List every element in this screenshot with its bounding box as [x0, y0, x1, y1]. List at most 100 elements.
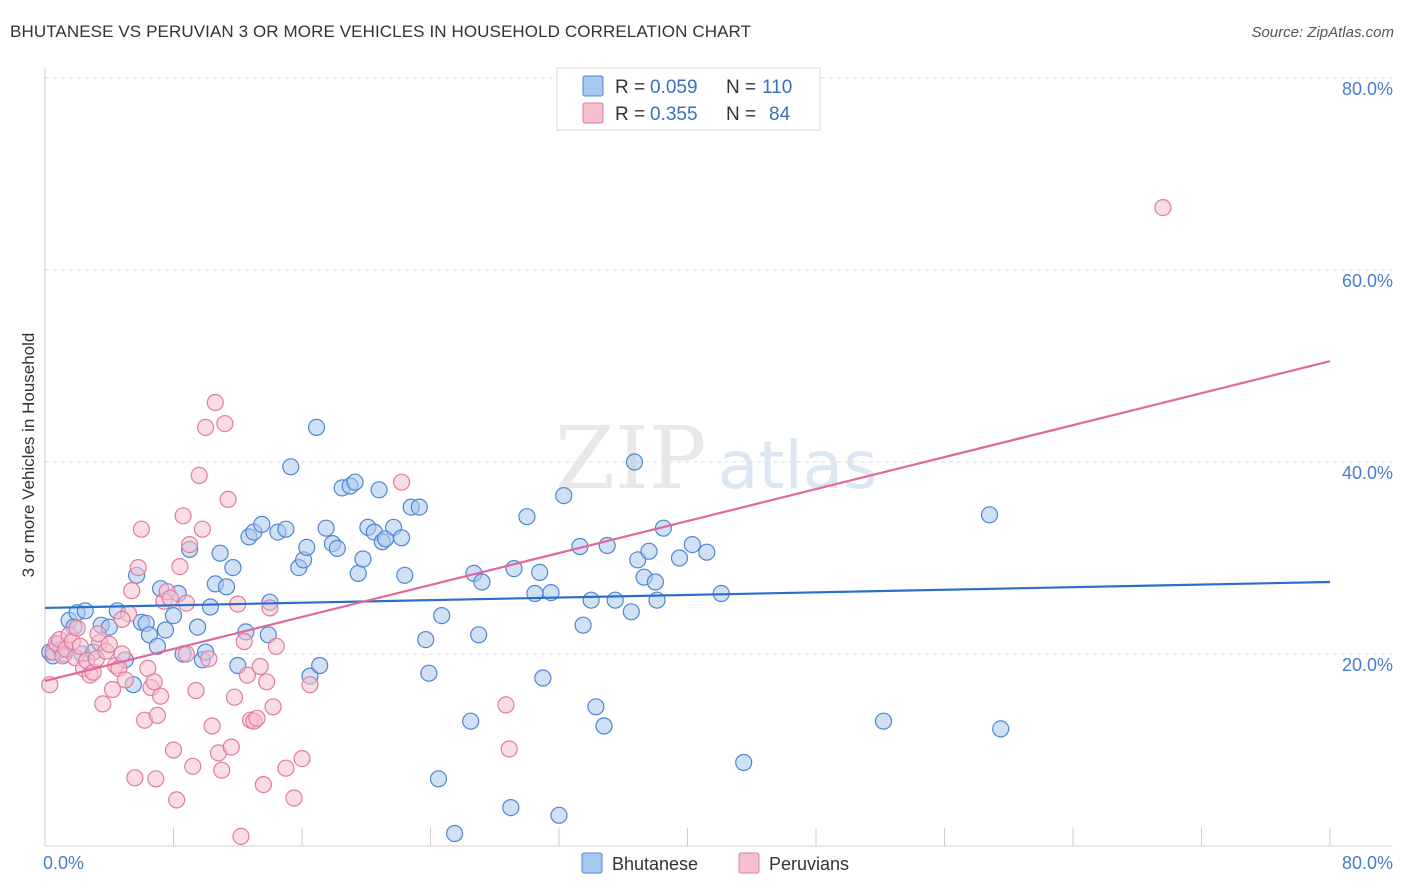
x-tick-label-1: 80.0% — [1342, 853, 1393, 873]
peruvian-point-66 — [251, 657, 269, 676]
peruvian-point-56 — [219, 490, 237, 508]
x-tick-label-0: 0.0% — [43, 853, 84, 873]
bhutanese-point-66 — [396, 566, 414, 584]
bottom-legend-label-bhutanese: Bhutanese — [612, 854, 698, 874]
bhutanese-point-98 — [640, 542, 658, 560]
peruvian-point-10 — [71, 637, 89, 655]
legend-n-label-1: N = — [726, 104, 756, 125]
bhutanese-point-86 — [555, 487, 573, 505]
peruvian-point-78 — [500, 740, 518, 758]
peruvian-point-58 — [225, 688, 244, 706]
y-tick-label-3: 80.0% — [1342, 79, 1393, 99]
legend-r-value-0: 0.059 — [650, 77, 698, 98]
peruvian-point-20 — [103, 680, 122, 699]
chart-title: BHUTANESE VS PERUVIAN 3 OR MORE VEHICLES… — [10, 22, 752, 41]
peruvian-point-77 — [497, 696, 515, 714]
source-label: Source: ZipAtlas.com — [1251, 24, 1394, 41]
bhutanese-point-23 — [164, 606, 183, 625]
peruvian-point-28 — [129, 558, 147, 577]
bhutanese-point-39 — [253, 515, 271, 534]
peruvian-point-35 — [152, 687, 170, 705]
peruvian-point-60 — [232, 827, 250, 846]
bhutanese-point-88 — [574, 616, 592, 634]
bottom-legend-swatch-bhutanese — [581, 852, 603, 874]
legend-n-value-1: 84 — [769, 104, 791, 125]
peruvian-point-65 — [248, 709, 266, 727]
peruvian-point-44 — [181, 535, 199, 554]
peruvian-point-75 — [301, 676, 319, 694]
bottom-legend-swatch-peruvians — [738, 852, 760, 874]
trend-lines — [44, 360, 1331, 682]
legend-n-value-0: 110 — [762, 77, 792, 98]
bhutanese-point-107 — [874, 712, 893, 730]
peruvian-point-42 — [174, 507, 192, 525]
peruvian-point-52 — [206, 393, 224, 412]
tick-labels: 20.0% 40.0% 60.0% 80.0% 0.0% 80.0% — [43, 79, 1393, 873]
bhutanese-point-104 — [698, 543, 716, 561]
bhutanese-point-65 — [393, 529, 411, 547]
bottom-legend-label-peruvians: Peruvians — [769, 854, 849, 874]
bhutanese-point-73 — [446, 824, 464, 843]
peruvian-trend-line — [44, 360, 1331, 682]
bhutanese-point-56 — [346, 473, 364, 491]
bhutanese-point-9 — [76, 602, 94, 620]
peruvian-point-46 — [187, 681, 205, 700]
bhutanese-point-51 — [317, 519, 335, 537]
bhutanese-point-70 — [420, 664, 438, 682]
bhutanese-point-53 — [328, 539, 346, 558]
bhutanese-point-89 — [582, 591, 600, 609]
bhutanese-point-76 — [470, 626, 488, 644]
y-tick-label-2: 60.0% — [1342, 271, 1393, 291]
bhutanese-point-94 — [622, 603, 640, 621]
peruvian-point-73 — [285, 789, 303, 807]
peruvian-point-83 — [1154, 199, 1172, 217]
peruvian-point-45 — [184, 757, 202, 775]
peruvian-point-54 — [213, 761, 231, 779]
legend-r-value-1: 0.355 — [650, 104, 698, 125]
y-axis-label: 3 or more Vehicles in Household — [19, 333, 38, 578]
legend-n-label-0: N = — [726, 77, 756, 98]
bhutanese-point-82 — [531, 563, 549, 582]
bhutanese-point-49 — [307, 418, 326, 436]
peruvian-point-76 — [393, 473, 411, 491]
watermark: ZIP atlas — [555, 409, 878, 509]
peruvian-point-74 — [293, 749, 311, 768]
peruvian-point-9 — [68, 619, 86, 637]
peruvian-point-80 — [147, 770, 165, 788]
peruvian-point-68 — [258, 673, 276, 691]
peruvian-point-27 — [126, 769, 144, 787]
peruvian-point-81 — [113, 610, 131, 629]
peruvian-point-19 — [100, 635, 118, 654]
bhutanese-point-71 — [429, 770, 448, 788]
peruvian-point-82 — [89, 625, 107, 643]
peruvian-point-43 — [177, 594, 195, 612]
correlation-legend: R = 0.059 N = 110 R = 0.355 N = 84 — [556, 67, 821, 131]
bhutanese-point-91 — [595, 717, 613, 735]
peruvian-point-17 — [94, 695, 112, 713]
bhutanese-point-96 — [629, 551, 647, 569]
peruvian-point-70 — [264, 698, 282, 716]
bhutanese-point-57 — [349, 564, 367, 583]
peruvian-points — [41, 199, 1172, 846]
bhutanese-point-44 — [282, 458, 300, 476]
peruvian-point-47 — [190, 466, 208, 484]
peruvian-point-67 — [254, 775, 272, 794]
legend-swatch-peruvians — [582, 102, 604, 124]
bhutanese-point-72 — [433, 606, 451, 625]
bhutanese-point-27 — [189, 618, 207, 636]
peruvian-point-72 — [277, 759, 295, 777]
bhutanese-point-74 — [462, 712, 480, 730]
bhutanese-point-77 — [473, 573, 491, 591]
bhutanese-point-69 — [417, 630, 435, 649]
peruvian-point-38 — [161, 589, 179, 607]
bhutanese-point-78 — [502, 798, 520, 817]
peruvian-point-50 — [200, 650, 218, 668]
y-tick-label-0: 20.0% — [1342, 655, 1393, 675]
peruvian-point-48 — [193, 520, 211, 538]
bhutanese-point-109 — [992, 720, 1010, 738]
bhutanese-point-58 — [354, 550, 372, 568]
legend-r-label-1: R = — [615, 104, 645, 125]
peruvian-point-51 — [203, 717, 221, 735]
bhutanese-point-68 — [410, 498, 428, 516]
bhutanese-point-106 — [735, 753, 753, 772]
